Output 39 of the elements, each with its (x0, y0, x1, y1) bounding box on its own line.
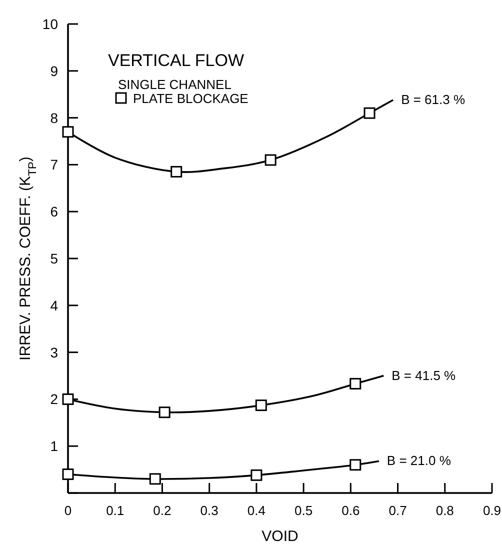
x-tick-label: 0.4 (247, 503, 266, 518)
x-tick-label: 0.1 (106, 503, 124, 518)
y-tick-label: 8 (50, 110, 58, 126)
series-label: B = 41.5 % (392, 368, 456, 383)
series-label: B = 61.3 % (401, 92, 466, 107)
x-axis-title: VOID (262, 528, 298, 545)
point (170, 166, 182, 178)
x-tick-label: 0.3 (200, 503, 218, 518)
x-tick-label: 0 (64, 503, 72, 518)
x-tick-label: 0.7 (388, 503, 407, 518)
series-label: B = 21.0 % (386, 453, 452, 468)
point (264, 154, 276, 166)
point (350, 378, 362, 390)
point (62, 468, 74, 480)
x-tick-label: 0.9 (482, 503, 502, 518)
x-tick-label: 0.2 (153, 503, 172, 518)
y-tick-label: 6 (50, 204, 58, 220)
y-tick-label: 1 (50, 438, 58, 454)
point (149, 473, 161, 485)
x-tick-label: 0.6 (342, 503, 360, 518)
point (62, 126, 74, 138)
y-tick-label: 9 (50, 62, 58, 79)
point (255, 400, 267, 412)
y-tick-label: 5 (50, 250, 58, 266)
point (250, 469, 262, 481)
point (364, 107, 376, 119)
y-tick-label: 2 (50, 391, 58, 408)
legend-label: PLATE BLOCKAGE (133, 91, 249, 106)
x-tick-label: 0.5 (294, 503, 313, 518)
point (62, 393, 74, 405)
y-tick-label: 7 (50, 156, 58, 173)
x-tick-label: 0.8 (436, 503, 454, 518)
point (350, 459, 362, 471)
text: SINGLE CHANNEL (118, 77, 232, 92)
y-tick-label: 3 (50, 344, 58, 360)
y-tick-label: 10 (42, 16, 58, 32)
point (158, 406, 170, 418)
y-tick-label: 4 (50, 297, 58, 314)
text: VERTICAL FLOW (108, 51, 244, 70)
